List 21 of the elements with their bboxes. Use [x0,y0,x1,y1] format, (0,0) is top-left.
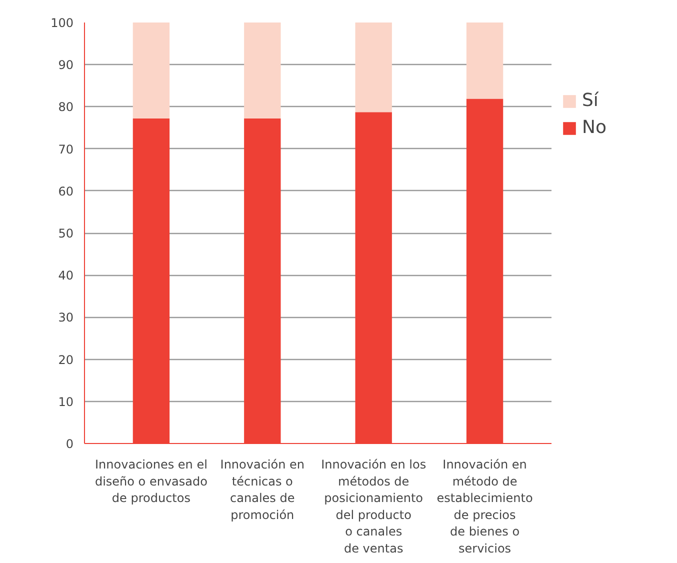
y-tick-label: 30 [58,310,74,325]
y-tick-label: 100 [50,16,74,30]
y-tick-label: 90 [58,58,74,72]
x-tick-label: Innovación en los métodos de posicionamiento del producto o canales de ventas [321,458,426,556]
y-tick-label: 40 [58,268,74,283]
bar [466,22,504,99]
y-tick-label: 50 [58,226,74,240]
y-tick-label: 0 [66,437,74,451]
y-tick-label: 10 [58,394,74,409]
bar [355,22,392,112]
x-tick-label: Innovación en método de establecimiento de precios de bienes o servicios [436,458,533,556]
y-tick-label: 60 [58,184,74,198]
legend-label: Sí [582,90,600,111]
y-tick-label: 80 [58,100,74,114]
legend-label: No [582,117,606,138]
bar [244,22,281,118]
bar [132,22,170,118]
x-tick-label: Innovación en técnicas o canales de promoción [220,458,305,522]
y-tick-label: 20 [58,352,74,367]
y-tick-label: 70 [58,142,74,156]
x-tick-label: Innovaciones en el diseño o envasado de productos [94,458,208,506]
